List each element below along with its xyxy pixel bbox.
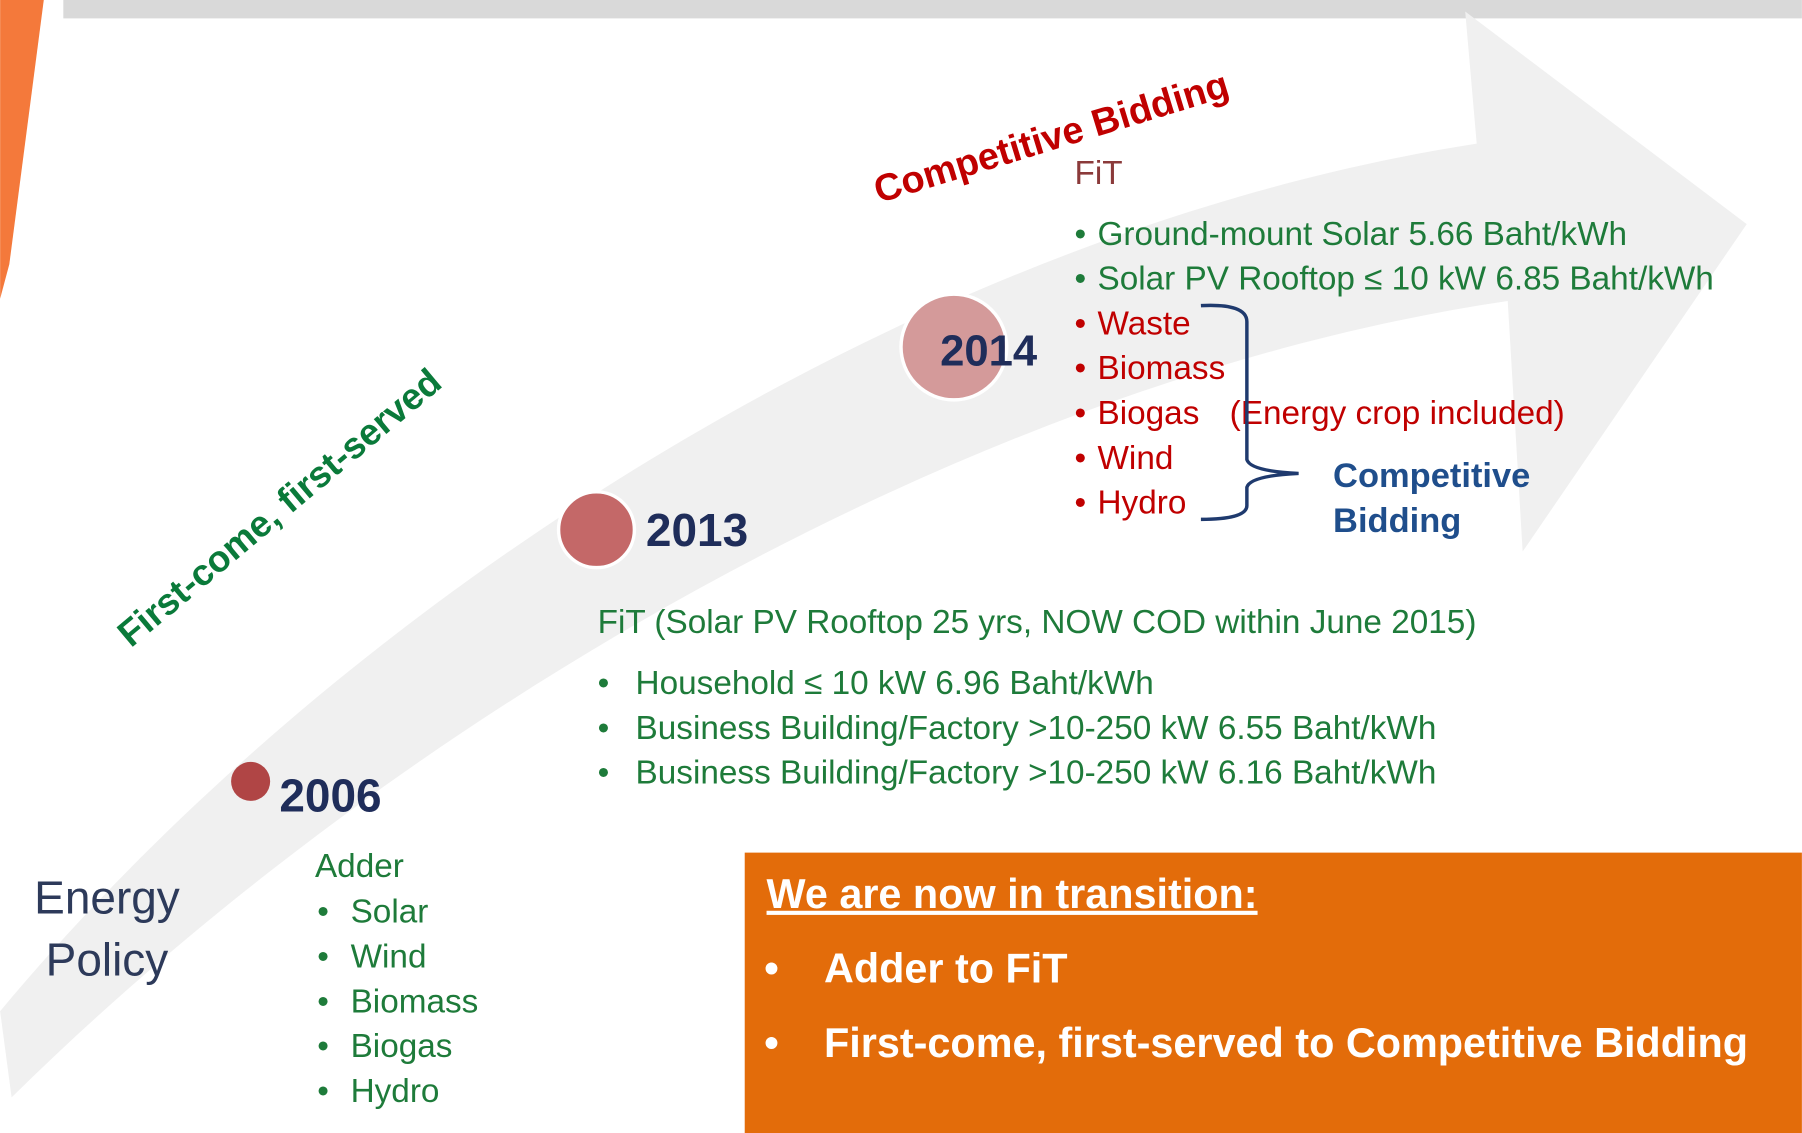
bullet: • <box>1075 350 1087 387</box>
timeline-arrow <box>0 11 1747 1098</box>
list-item: Business Building/Factory >10-250 kW 6.5… <box>636 710 1437 747</box>
list-item: Biogas <box>351 1028 453 1065</box>
list: • Household ≤ 10 kW 6.96 Baht/kWh • Busines… <box>598 665 1437 792</box>
bullet: • <box>1075 216 1087 253</box>
heading: FiT (Solar PV Rooftop 25 yrs, NOW COD wi… <box>598 604 1477 641</box>
list-item: Biogas <box>1097 395 1199 432</box>
bullet: • <box>1075 440 1087 477</box>
year: 2006 <box>279 769 381 821</box>
transition-item-box: First-come, first-served to Competitive … <box>824 1019 1749 1067</box>
list-item: Biomass <box>351 983 479 1020</box>
bullet: • <box>764 945 778 991</box>
bullet: • <box>598 710 610 747</box>
side-accent <box>0 0 44 299</box>
bullet: • <box>317 894 329 931</box>
bullet: • <box>317 1073 329 1110</box>
list-item: Solar PV Rooftop ≤ 10 kW 6.85 Baht/kWh <box>1097 261 1713 298</box>
bracket <box>1200 303 1299 522</box>
transition-title: We are now in transition: <box>767 871 1258 917</box>
bullet: • <box>1075 395 1087 432</box>
list-item: Waste <box>1097 305 1190 342</box>
list-item: Ground-mount Solar 5.66 Baht/kWh <box>1097 216 1627 253</box>
bullet: • <box>1075 305 1087 342</box>
list-item: Hydro <box>351 1073 440 1110</box>
heading: Adder <box>315 848 404 885</box>
note: (Energy crop included) <box>1230 395 1565 432</box>
policy-label: Energy Policy <box>34 873 180 986</box>
bullet: • <box>1075 485 1087 522</box>
list-item: Wind <box>351 939 427 976</box>
policy-label-box: Energy Policy <box>34 873 180 986</box>
bullet: • <box>317 983 329 1020</box>
bracket-label: Competitive Bidding <box>1333 457 1531 541</box>
list-item: Business Building/Factory >10-250 kW 6.1… <box>636 755 1437 792</box>
bullet: • <box>1075 261 1087 298</box>
transition-item: First-come, first-served to Competitive … <box>824 1019 1749 1067</box>
list-item: Household ≤ 10 kW 6.96 Baht/kWh <box>636 665 1154 702</box>
bullet: • <box>317 1028 329 1065</box>
list-item: Biomass <box>1097 350 1225 387</box>
list: • Solar • Wind • Biomass • Biogas • Hydro <box>317 894 478 1110</box>
bullet: • <box>598 755 610 792</box>
list: • Ground-mount Solar 5.66 Baht/kWh • Solar … <box>1075 216 1714 522</box>
phase-label: Competitive Bidding <box>869 64 1234 212</box>
milestone-dot <box>556 490 637 570</box>
top-bar <box>63 0 1802 19</box>
year: 2014 <box>940 326 1038 375</box>
bullet: • <box>317 939 329 976</box>
list-item: Solar <box>351 894 429 931</box>
transition-box <box>744 852 1802 1133</box>
heading: FiT <box>1075 155 1123 192</box>
bracket-label-box: Competitive Bidding <box>1333 457 1531 541</box>
year: 2013 <box>646 504 748 556</box>
phase-label: First-come, first-served <box>110 360 449 654</box>
list-item: Wind <box>1097 440 1173 477</box>
bullet: • <box>598 665 610 702</box>
bullet: • <box>764 1020 778 1066</box>
milestone-dot <box>899 292 1009 402</box>
milestone-dot <box>231 761 271 801</box>
list-item: Hydro <box>1097 485 1186 522</box>
transition-item: Adder to FiT <box>824 945 1068 991</box>
